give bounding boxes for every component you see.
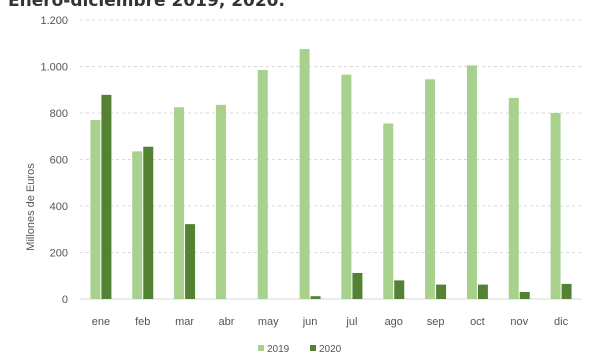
- x-axis-ticks: ene feb mar abr may jun jul ago sep oct nov dic: [92, 316, 569, 328]
- bars: [90, 49, 572, 300]
- x-tick-label: abr: [218, 316, 234, 328]
- bar-2019-sep: [425, 79, 436, 299]
- legend-label-2019: 2019: [267, 344, 290, 355]
- bar-2019-may: [257, 69, 268, 299]
- bar-2019-nov: [508, 97, 519, 299]
- bar-2019-oct: [466, 65, 477, 300]
- bar-2020-feb: [143, 146, 154, 299]
- x-tick-label: jun: [302, 316, 318, 328]
- y-tick-label: 1.000: [40, 62, 68, 74]
- gridlines: [80, 19, 582, 300]
- x-tick-label: nov: [510, 316, 528, 328]
- bar-2020-oct: [477, 284, 488, 299]
- x-tick-label: ago: [385, 316, 403, 328]
- bar-2020-nov: [519, 292, 530, 299]
- y-tick-label: 0: [62, 294, 68, 306]
- x-tick-label: may: [258, 316, 279, 328]
- bar-2019-dic: [550, 113, 561, 299]
- bar-2020-sep: [436, 284, 447, 299]
- y-axis-ticks: 0 200 400 600 800 1.000 1.200: [40, 15, 68, 306]
- bar-2020-dic: [561, 283, 572, 299]
- legend-label-2020: 2020: [319, 344, 342, 355]
- x-tick-label: mar: [175, 316, 194, 328]
- bar-2019-ene: [90, 119, 101, 299]
- y-tick-label: 400: [50, 201, 68, 213]
- y-tick-label: 600: [50, 155, 68, 167]
- bar-2020-mar: [185, 224, 196, 299]
- bar-2019-mar: [174, 107, 185, 299]
- x-tick-label: ene: [92, 316, 110, 328]
- bar-2020-ago: [394, 280, 405, 299]
- legend-swatch-2020: [310, 345, 316, 351]
- x-tick-label: jul: [345, 316, 357, 328]
- x-tick-label: dic: [554, 316, 569, 328]
- bar-2019-abr: [215, 104, 226, 299]
- y-axis-title: Millones de Euros: [25, 163, 37, 251]
- x-tick-label: sep: [427, 316, 445, 328]
- bar-2020-jul: [352, 272, 363, 299]
- chart-title: Enero-diciembre 2019, 2020.: [8, 0, 285, 11]
- legend-swatch-2019: [258, 345, 264, 351]
- y-tick-label: 800: [50, 108, 68, 120]
- legend: 2019 2020: [258, 344, 342, 355]
- bar-2019-ago: [383, 123, 394, 300]
- bar-2019-jun: [299, 49, 310, 299]
- bar-2019-jul: [341, 74, 352, 299]
- bar-2019-feb: [132, 151, 143, 299]
- y-tick-label: 200: [50, 248, 68, 260]
- x-tick-label: oct: [470, 316, 485, 328]
- bar-2020-ene: [101, 94, 112, 300]
- x-tick-label: feb: [135, 316, 150, 328]
- y-tick-label: 1.200: [40, 15, 68, 27]
- bar-2020-jun: [310, 296, 321, 299]
